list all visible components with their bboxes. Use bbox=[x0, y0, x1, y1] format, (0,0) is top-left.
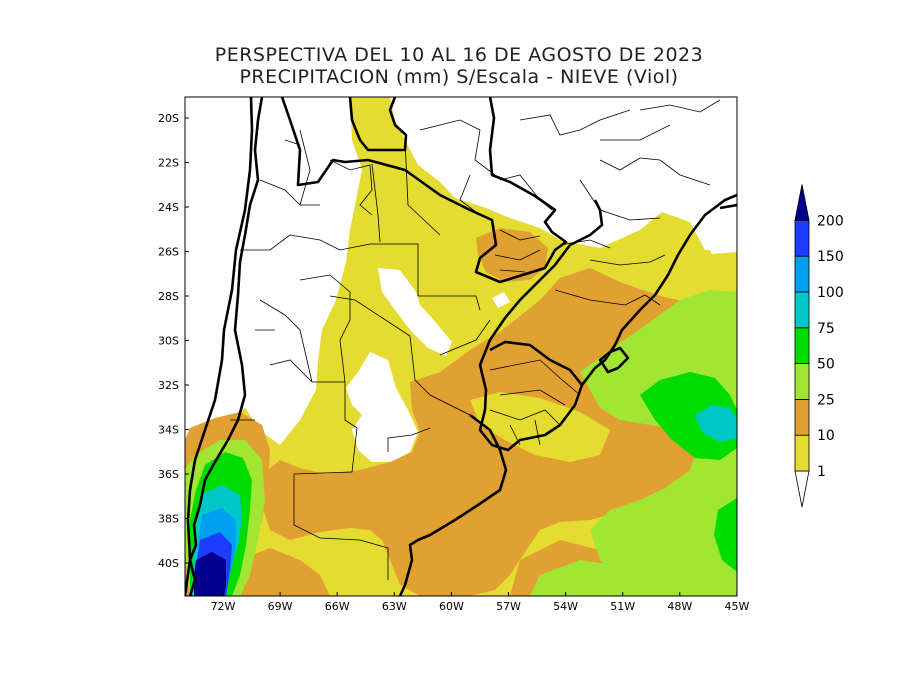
latitude-tick-label: 36S bbox=[158, 468, 179, 481]
legend-color-box bbox=[794, 327, 810, 364]
latitude-tick-label: 30S bbox=[158, 335, 179, 348]
legend-level-label: 150 bbox=[817, 249, 844, 265]
precipitation-field bbox=[185, 97, 737, 596]
map-title-line-1: PERSPECTIVA DEL 10 AL 16 DE AGOSTO DE 20… bbox=[214, 44, 704, 66]
latitude-tick-label: 28S bbox=[158, 290, 179, 303]
legend-color-box bbox=[794, 219, 810, 257]
latitude-tick-label: 40S bbox=[158, 557, 179, 570]
precip-band-1-10-coastal bbox=[470, 392, 610, 462]
legend-color-box bbox=[794, 398, 810, 436]
map-title-line-2: PRECIPITACION (mm) S/Escala - NIEVE (Vio… bbox=[239, 66, 679, 88]
longitude-tick-label: 48W bbox=[667, 600, 692, 613]
legend-level-label: 1 bbox=[817, 464, 826, 480]
latitude-tick-label: 34S bbox=[158, 424, 179, 437]
legend-level-label: 50 bbox=[817, 357, 835, 373]
legend-level-label: 100 bbox=[817, 285, 844, 301]
precip-band-25-50-south-atlantic bbox=[530, 560, 660, 596]
latitude-tick-label: 32S bbox=[158, 379, 179, 392]
longitude-tick-label: 72W bbox=[211, 600, 236, 613]
no-precip-small-area bbox=[492, 292, 510, 308]
latitude-tick-label: 26S bbox=[158, 246, 179, 259]
no-precip-central-area bbox=[378, 268, 452, 356]
no-precip-south-central-area bbox=[346, 352, 418, 462]
longitude-tick-label: 54W bbox=[553, 600, 578, 613]
no-precip-east-area bbox=[700, 220, 737, 254]
legend-color-box bbox=[794, 363, 810, 400]
legend-color-box bbox=[794, 255, 810, 293]
legend-arrow-over-200 bbox=[794, 184, 810, 221]
longitude-tick-label: 51W bbox=[610, 600, 635, 613]
no-precip-north-area bbox=[185, 97, 362, 445]
latitude-tick-label: 22S bbox=[158, 157, 179, 170]
longitude-tick-label: 66W bbox=[325, 600, 350, 613]
map-frame bbox=[184, 96, 738, 597]
precip-band-10-25-paraguay bbox=[476, 228, 548, 282]
precip-band-over-200-andes bbox=[194, 552, 226, 596]
legend-color-box bbox=[794, 434, 810, 472]
precip-band-50-75-atlantic bbox=[640, 372, 737, 460]
precipitation-legend: 1 10 25 50 75 100 150 200 bbox=[794, 184, 844, 508]
longitude-tick-label: 45W bbox=[724, 600, 749, 613]
precip-band-50-75-southeast bbox=[714, 498, 737, 572]
longitude-tick-label: 60W bbox=[439, 600, 464, 613]
latitude-tick-label: 38S bbox=[158, 513, 179, 526]
legend-level-label: 200 bbox=[817, 213, 844, 229]
legend-color-box bbox=[794, 291, 810, 329]
country-boundaries bbox=[185, 97, 737, 596]
longitude-tick-label: 69W bbox=[268, 600, 293, 613]
latitude-tick-label: 20S bbox=[158, 112, 179, 125]
legend-arrow-under-1 bbox=[794, 470, 810, 508]
precip-band-10-25-southern-coast bbox=[240, 548, 330, 596]
precip-band-75-100-atlantic bbox=[695, 405, 737, 442]
legend-level-label: 10 bbox=[817, 428, 835, 444]
longitude-axis: 72W 69W 66W 63W 60W 57W 54W 51W 48W 45W bbox=[211, 592, 749, 613]
legend-level-label: 75 bbox=[817, 321, 835, 337]
legend-level-label: 25 bbox=[817, 392, 835, 408]
province-boundaries bbox=[230, 99, 721, 580]
latitude-tick-label: 24S bbox=[158, 201, 179, 214]
longitude-tick-label: 63W bbox=[382, 600, 407, 613]
latitude-axis: 20S 22S 24S 26S 28S 30S 32S 34S 36S 38S 40S bbox=[158, 112, 189, 570]
longitude-tick-label: 57W bbox=[496, 600, 521, 613]
